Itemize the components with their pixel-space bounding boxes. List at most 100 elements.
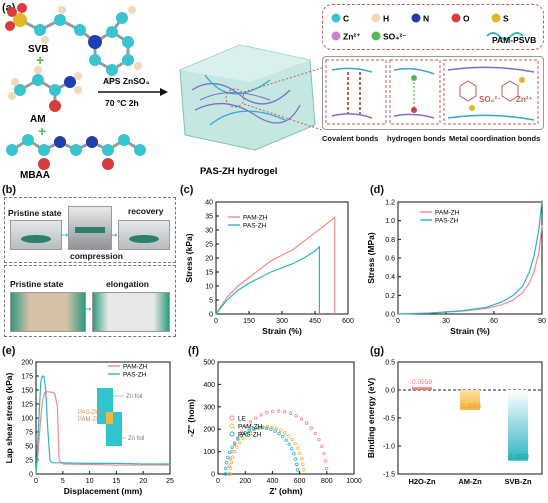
y-tick-label: 0.5 <box>385 360 395 367</box>
y-tick-label: 1.2 <box>385 200 395 207</box>
zn-foil-bottom-label: Zn foil <box>128 436 144 442</box>
point-LE <box>317 438 321 442</box>
point-LE <box>320 444 324 449</box>
bond-label-metal: Metal coordination bonds <box>449 134 541 143</box>
legend-label: PAS-ZH <box>435 218 459 225</box>
point-PAS-ZH <box>273 429 277 433</box>
point-PAS-ZH <box>281 434 285 439</box>
x-axis-label: Strain (%) <box>262 326 302 336</box>
gel-label-line2: PAM-ZH <box>78 417 101 423</box>
legend-label: PAM-ZH <box>238 424 263 431</box>
point-PAM-ZH <box>293 441 297 446</box>
x-tick-label: 5 <box>61 478 65 485</box>
y-tick-label: -1.0 <box>383 444 395 451</box>
point-PAM-ZH <box>279 428 283 432</box>
point-PAS-ZH <box>293 457 298 461</box>
point-PAS-ZH <box>226 455 230 460</box>
elongation-label: elongation <box>106 279 149 289</box>
x-tick-label: 0 <box>216 478 220 485</box>
covalent-box <box>325 59 387 125</box>
polymer-label: PAM-PSVB <box>492 35 536 45</box>
y-tick-label: 10 <box>205 284 213 291</box>
x-tick-label: 60 <box>490 318 498 325</box>
series-line-PAS-ZH <box>215 245 320 315</box>
y-tick-label: 25 <box>205 242 213 249</box>
point-LE <box>324 466 329 471</box>
legend-dot-4 <box>491 13 501 23</box>
legend-label: PAM-ZH <box>123 364 148 371</box>
point-LE <box>322 451 326 456</box>
y-tick-label: 300 <box>203 404 215 411</box>
arrow-right-icon-3: ➞ <box>84 304 92 314</box>
plot-frame <box>397 201 543 315</box>
arrow-right-icon-2: ➞ <box>110 230 118 240</box>
point-LE <box>282 410 287 414</box>
y-axis-label: Binding energy (eV) <box>366 378 376 458</box>
x-tick-label: 90 <box>538 318 546 325</box>
point-PAS-ZH <box>287 442 291 446</box>
photo-compression <box>68 206 112 250</box>
point-PAS-ZH <box>290 447 294 451</box>
y-tick-label: 200 <box>21 360 33 367</box>
point-PAS-ZH <box>269 427 273 431</box>
plus-sign-1: + <box>36 52 44 68</box>
point-PAS-ZH <box>236 437 240 441</box>
atom-legend <box>322 4 544 50</box>
legend-dot-3 <box>451 13 461 23</box>
legend-label-3: O <box>463 14 470 24</box>
x-tick-label: 800 <box>321 478 333 485</box>
y-tick-label: 50 <box>25 444 33 451</box>
chart-e: 0 5 10 15 20 25 0 25 50 75 100 125 150 175 200 Displace… <box>4 360 174 497</box>
panel-label-d: (d) <box>370 184 385 196</box>
atom-legend-svg: C H N O S Zn²⁺ SO₄²⁻ PAM-PSVB <box>331 13 536 45</box>
y-tick-label: 30 <box>205 228 213 235</box>
x-category-label: SVB-Zn <box>504 477 532 486</box>
y-tick-label: 400 <box>203 382 215 389</box>
zn-inset-label: Zn²⁺ <box>516 95 533 104</box>
y-tick-label: 35 <box>205 214 213 221</box>
legend-label-2: N <box>423 14 429 24</box>
y-tick-label: 5 <box>209 298 213 305</box>
x-axis-label: Strain (%) <box>450 326 490 336</box>
so4-inset-label: SO₄²⁻ <box>479 95 501 104</box>
y-tick-label: 500 <box>203 360 215 367</box>
point-LE <box>294 413 298 418</box>
point-PAM-ZH <box>237 440 242 445</box>
point-LE <box>265 411 269 415</box>
point-LE <box>313 431 318 436</box>
legend-label-6: SO₄²⁻ <box>383 32 407 42</box>
point-PAS-ZH <box>292 452 296 456</box>
x-category-label: AM-Zn <box>458 477 482 486</box>
y-tick-label: 1.0 <box>385 218 395 225</box>
y-tick-label: -0.5 <box>383 416 395 423</box>
x-tick-label: 0 <box>34 478 38 485</box>
series-line-PAS-ZH <box>35 375 170 475</box>
legend-dot-5 <box>331 31 341 41</box>
y-tick-label: 125 <box>21 402 33 409</box>
y-tick-label: 0.8 <box>385 237 395 244</box>
legend-label-5: Zn²⁺ <box>343 32 361 42</box>
bond-inset-svg: SO₄²⁻ Zn²⁺ <box>325 59 539 125</box>
legend-label-1: H <box>383 14 389 24</box>
point-PAM-ZH <box>301 462 305 466</box>
zn-foil-top-label: Zn foil <box>126 394 142 400</box>
polymer-chain-icon <box>486 32 524 40</box>
panel-label-g: (g) <box>370 345 385 357</box>
point-PAM-ZH <box>232 450 237 454</box>
legend-dot-6 <box>371 31 381 41</box>
bond-label-covalent: Covalent bonds <box>322 134 379 143</box>
y-tick-label: 200 <box>203 427 215 434</box>
y-tick-label: 20 <box>205 256 213 263</box>
panel-label-b: (b) <box>2 184 17 196</box>
hydrogel-block <box>179 44 316 151</box>
y-tick-label: 100 <box>203 449 215 456</box>
point-PAS-ZH <box>223 472 228 476</box>
plot-frame <box>217 361 355 475</box>
y-axis-label: Lap shear stress (kPa) <box>4 372 14 463</box>
y-tick-label: 0.4 <box>385 274 395 281</box>
point-PAM-ZH <box>290 437 294 442</box>
y-tick-label: 0 <box>211 472 215 479</box>
am-molecule <box>8 66 82 112</box>
bond-label-hydrogen: hydrogen bonds <box>387 134 446 143</box>
point-PAS-ZH <box>295 468 300 472</box>
